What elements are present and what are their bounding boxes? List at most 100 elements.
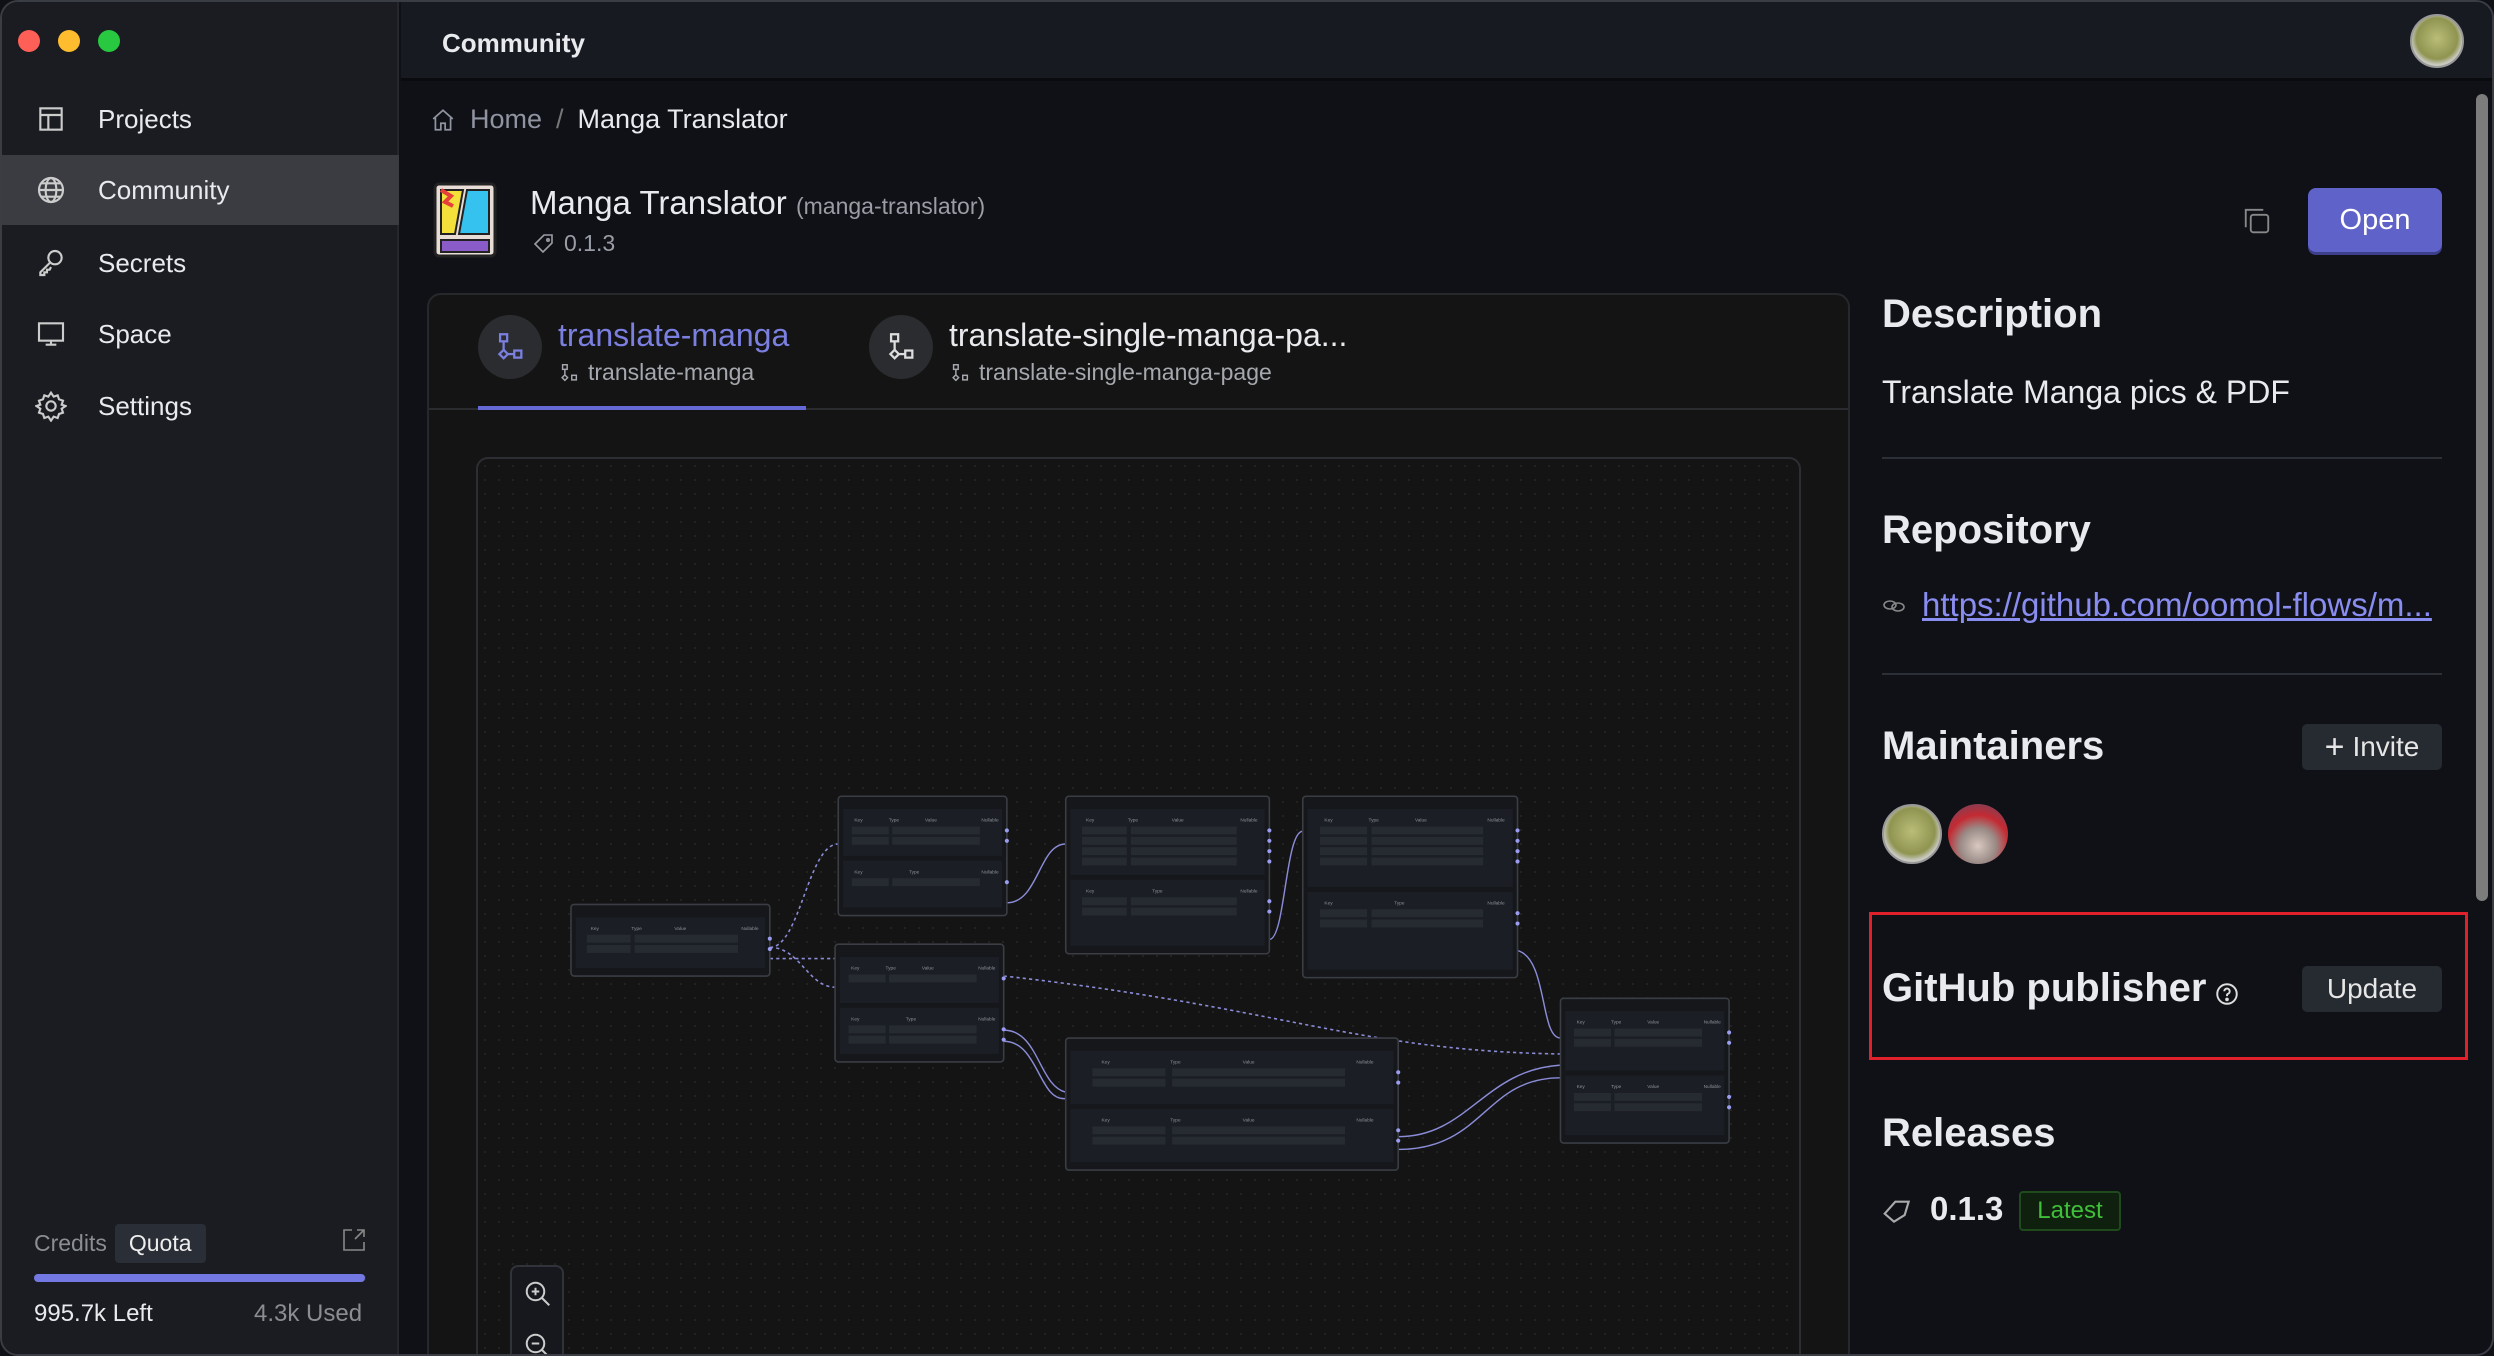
node-port[interactable] bbox=[1267, 828, 1272, 833]
node-port[interactable] bbox=[1515, 921, 1520, 926]
user-avatar[interactable] bbox=[2410, 14, 2464, 68]
node-port[interactable] bbox=[1267, 838, 1272, 843]
key-icon bbox=[39, 249, 63, 277]
window-controls bbox=[18, 30, 120, 52]
node-port[interactable] bbox=[1001, 1037, 1006, 1042]
cell bbox=[848, 974, 886, 983]
node-port[interactable] bbox=[1004, 838, 1009, 843]
flow-node[interactable]: Key Type Value Nullable Key Type Nullable bbox=[1064, 795, 1272, 955]
cell bbox=[1614, 1028, 1703, 1037]
node-port[interactable] bbox=[767, 936, 772, 941]
node-port[interactable] bbox=[1727, 1030, 1732, 1035]
node-port[interactable] bbox=[1515, 849, 1520, 854]
flow-node[interactable]: Key Type Value Nullable Key Type Nullable bbox=[834, 943, 1006, 1063]
divider bbox=[1882, 673, 2442, 675]
tab-subtitle-text: translate-manga bbox=[588, 359, 755, 385]
flow-node[interactable]: Key Type Value Nullable Key Type Nullable bbox=[1301, 795, 1520, 979]
node-port[interactable] bbox=[1001, 976, 1006, 981]
open-button[interactable]: Open bbox=[2308, 188, 2442, 252]
copy-icon[interactable] bbox=[2242, 206, 2272, 236]
flow-tabs: translate-manga translate-manga translat… bbox=[429, 295, 1848, 410]
node-port[interactable] bbox=[1267, 849, 1272, 854]
tab-translate-single-manga-page[interactable]: translate-single-manga-pa... translate-s… bbox=[869, 315, 1389, 410]
flow-node[interactable]: Key Type Value Nullable Key Type Value Nullable bbox=[1064, 1037, 1401, 1171]
cell bbox=[1092, 1078, 1166, 1087]
description-heading: Description bbox=[1882, 292, 2103, 336]
column-label: Nullable bbox=[1356, 1060, 1374, 1066]
maximize-window-button[interactable] bbox=[98, 30, 120, 52]
home-icon[interactable] bbox=[430, 107, 456, 133]
quota-tab[interactable]: Quota bbox=[114, 1224, 206, 1263]
sidebar-item-secrets[interactable]: Secrets bbox=[2, 228, 399, 298]
node-port[interactable] bbox=[1267, 909, 1272, 914]
column-label: Type bbox=[909, 869, 920, 875]
node-port[interactable] bbox=[1004, 880, 1009, 885]
node-port[interactable] bbox=[1004, 828, 1009, 833]
divider bbox=[1882, 457, 2442, 459]
cell bbox=[1319, 857, 1368, 866]
column-label: Key bbox=[851, 966, 860, 972]
flow-node[interactable]: Key Type Value Nullable bbox=[570, 903, 772, 977]
minimize-window-button[interactable] bbox=[58, 30, 80, 52]
cell bbox=[1130, 857, 1237, 866]
node-port[interactable] bbox=[1727, 1094, 1732, 1099]
quota-used: 4.3k Used bbox=[254, 1300, 363, 1327]
cell bbox=[1082, 836, 1127, 845]
cell bbox=[889, 1035, 977, 1044]
column-label: Type bbox=[886, 966, 897, 972]
flow-node[interactable]: Key Type Value Nullable Key Type Value Nullable bbox=[1559, 997, 1732, 1144]
column-label: Nullable bbox=[1356, 1118, 1374, 1124]
external-link-icon[interactable] bbox=[342, 1228, 366, 1252]
breadcrumb: Home / Manga Translator bbox=[430, 104, 788, 135]
maintainer-avatar[interactable] bbox=[1882, 804, 1942, 864]
zoom-in-icon[interactable] bbox=[523, 1279, 553, 1309]
cell bbox=[1130, 897, 1237, 906]
node-port[interactable] bbox=[1396, 1070, 1401, 1075]
node-port[interactable] bbox=[1267, 859, 1272, 864]
node-port[interactable] bbox=[1267, 899, 1272, 904]
node-port[interactable] bbox=[767, 946, 772, 952]
node-port[interactable] bbox=[1515, 838, 1520, 843]
zoom-controls bbox=[510, 1265, 564, 1356]
zoom-out-icon[interactable] bbox=[523, 1331, 553, 1356]
update-button[interactable]: Update bbox=[2302, 966, 2442, 1012]
gear-icon bbox=[35, 390, 67, 422]
node-port[interactable] bbox=[1396, 1080, 1401, 1085]
scrollbar[interactable] bbox=[2476, 94, 2488, 901]
node-port[interactable] bbox=[1515, 828, 1520, 833]
release-version[interactable]: 0.1.3 bbox=[1930, 1190, 2004, 1227]
close-window-button[interactable] bbox=[18, 30, 40, 52]
node-port[interactable] bbox=[1727, 1040, 1732, 1045]
column-label: Type bbox=[889, 818, 900, 824]
cell bbox=[1082, 826, 1127, 835]
sidebar-item-settings[interactable]: Settings bbox=[2, 371, 399, 441]
node-port[interactable] bbox=[1515, 911, 1520, 916]
sidebar-item-community[interactable]: Community bbox=[2, 155, 399, 225]
tab-translate-manga[interactable]: translate-manga translate-manga bbox=[478, 315, 806, 410]
flow-canvas[interactable]: Key Type Value Nullable Key Type Value Nullable… bbox=[476, 457, 1801, 1356]
breadcrumb-home[interactable]: Home bbox=[470, 104, 543, 134]
credits-tab[interactable]: Credits bbox=[34, 1230, 107, 1256]
column-label: Key bbox=[854, 869, 863, 875]
cell bbox=[1130, 907, 1237, 916]
package-name: Manga Translator bbox=[530, 184, 787, 221]
maintainer-avatar[interactable] bbox=[1948, 804, 2008, 864]
node-port[interactable] bbox=[1515, 859, 1520, 864]
node-port[interactable] bbox=[1396, 1138, 1401, 1143]
repository-link[interactable]: https://github.com/oomol-flows/m... bbox=[1922, 586, 2432, 623]
node-port[interactable] bbox=[1727, 1105, 1732, 1110]
column-label: Type bbox=[1368, 818, 1379, 824]
column-label: Type bbox=[1394, 900, 1405, 906]
cell bbox=[1573, 1103, 1612, 1112]
help-icon[interactable] bbox=[2214, 981, 2240, 1007]
flow-edge bbox=[1517, 949, 1561, 1039]
node-port[interactable] bbox=[1396, 1128, 1401, 1133]
sidebar-item-label: Space bbox=[98, 318, 172, 349]
sidebar-item-projects[interactable]: Projects bbox=[2, 84, 399, 154]
sidebar-item-space[interactable]: Space bbox=[2, 299, 399, 369]
invite-button[interactable]: + Invite bbox=[2302, 724, 2442, 770]
node-port[interactable] bbox=[1001, 1027, 1006, 1032]
flow-node[interactable]: Key Type Value Nullable Key Type Nullable bbox=[837, 795, 1009, 917]
cell bbox=[1092, 1136, 1166, 1145]
column-label: Type bbox=[631, 926, 642, 932]
